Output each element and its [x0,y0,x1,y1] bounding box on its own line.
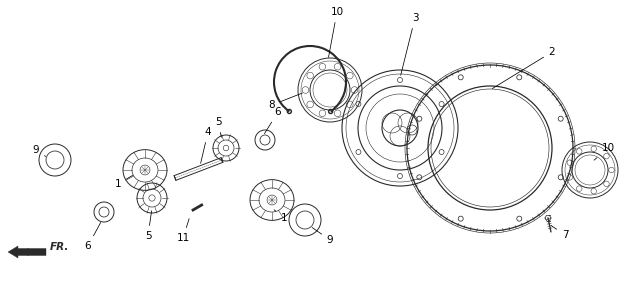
Text: 6: 6 [264,107,282,134]
Text: 10: 10 [328,7,344,57]
Text: 10: 10 [594,143,614,160]
Text: 2: 2 [492,47,556,88]
Text: 1: 1 [274,210,287,223]
Text: 8: 8 [269,93,303,110]
Text: 9: 9 [33,145,45,156]
Text: 11: 11 [177,219,189,243]
Text: FR.: FR. [50,242,69,252]
Text: 5: 5 [145,211,152,241]
FancyArrow shape [8,246,46,258]
Text: 7: 7 [551,226,568,240]
Text: 1: 1 [115,175,132,189]
Text: 5: 5 [214,117,221,137]
Text: 3: 3 [401,13,419,75]
Text: 9: 9 [312,228,333,245]
Text: 6: 6 [84,222,100,251]
Text: 4: 4 [200,127,211,163]
